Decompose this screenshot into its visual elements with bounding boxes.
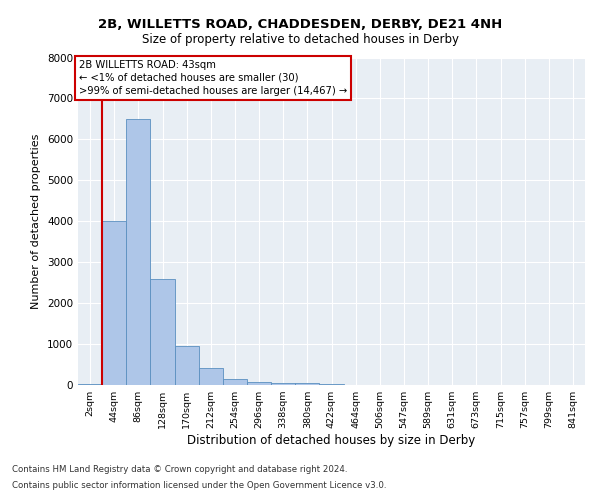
Text: Contains public sector information licensed under the Open Government Licence v3: Contains public sector information licen… [12, 480, 386, 490]
Bar [199, 368, 223, 385]
Bar [223, 379, 247, 385]
X-axis label: Distribution of detached houses by size in Derby: Distribution of detached houses by size … [187, 434, 476, 447]
Text: 2B WILLETTS ROAD: 43sqm
← <1% of detached houses are smaller (30)
>99% of semi-d: 2B WILLETTS ROAD: 43sqm ← <1% of detache… [79, 60, 347, 96]
Text: 2B, WILLETTS ROAD, CHADDESDEN, DERBY, DE21 4NH: 2B, WILLETTS ROAD, CHADDESDEN, DERBY, DE… [98, 18, 502, 30]
Y-axis label: Number of detached properties: Number of detached properties [31, 134, 41, 309]
Bar [247, 382, 271, 385]
Text: Size of property relative to detached houses in Derby: Size of property relative to detached ho… [142, 32, 458, 46]
Bar [271, 383, 295, 385]
Bar [319, 384, 344, 385]
Text: Contains HM Land Registry data © Crown copyright and database right 2024.: Contains HM Land Registry data © Crown c… [12, 466, 347, 474]
Bar [126, 119, 151, 385]
Bar [295, 384, 319, 385]
Bar [78, 384, 102, 385]
Bar [102, 221, 126, 385]
Bar [175, 346, 199, 385]
Bar [151, 278, 175, 385]
